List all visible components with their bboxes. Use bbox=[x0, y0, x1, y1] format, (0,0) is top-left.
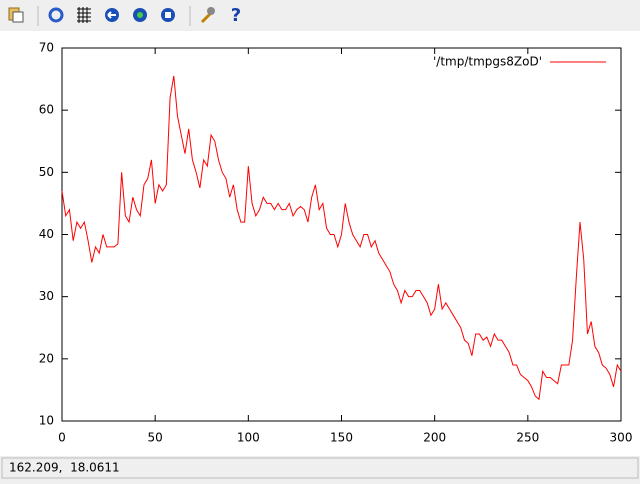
toolbar-icons: ? bbox=[8, 5, 241, 26]
x-tick-label: 300 bbox=[610, 431, 633, 445]
plot-background bbox=[0, 31, 640, 456]
y-tick-label: 70 bbox=[39, 41, 54, 55]
y-tick-label: 40 bbox=[39, 227, 54, 241]
replot-icon[interactable] bbox=[48, 7, 64, 23]
x-tick-label: 100 bbox=[237, 431, 260, 445]
legend-label: '/tmp/tmpgs8ZoD' bbox=[433, 55, 542, 69]
status-text: 162.209, 18.0611 bbox=[9, 461, 120, 475]
help-icon[interactable]: ? bbox=[231, 5, 241, 26]
x-tick-label: 0 bbox=[58, 431, 66, 445]
autoscale-icon[interactable] bbox=[161, 8, 175, 22]
previous-zoom-icon[interactable] bbox=[105, 8, 119, 22]
copy-icon[interactable] bbox=[8, 7, 24, 23]
y-tick-label: 20 bbox=[39, 351, 54, 365]
svg-text:?: ? bbox=[231, 5, 241, 26]
x-tick-label: 150 bbox=[330, 431, 353, 445]
next-zoom-icon[interactable] bbox=[133, 8, 147, 22]
x-tick-label: 50 bbox=[148, 431, 163, 445]
config-icon[interactable] bbox=[200, 7, 215, 24]
x-tick-label: 250 bbox=[516, 431, 539, 445]
y-tick-label: 10 bbox=[39, 414, 54, 428]
y-tick-label: 50 bbox=[39, 165, 54, 179]
status-frame bbox=[1, 457, 639, 479]
status-bar-background bbox=[0, 456, 640, 480]
x-tick-label: 200 bbox=[423, 431, 446, 445]
grid-icon[interactable] bbox=[77, 7, 91, 23]
y-tick-label: 30 bbox=[39, 289, 54, 303]
y-tick-label: 60 bbox=[39, 103, 54, 117]
plot: 10 20 30 40 50 60 70 0 50 100 150 200 250 300 '/tmp/tm… bbox=[39, 41, 633, 445]
series-line bbox=[61, 75, 622, 401]
toolbar bbox=[0, 0, 640, 31]
